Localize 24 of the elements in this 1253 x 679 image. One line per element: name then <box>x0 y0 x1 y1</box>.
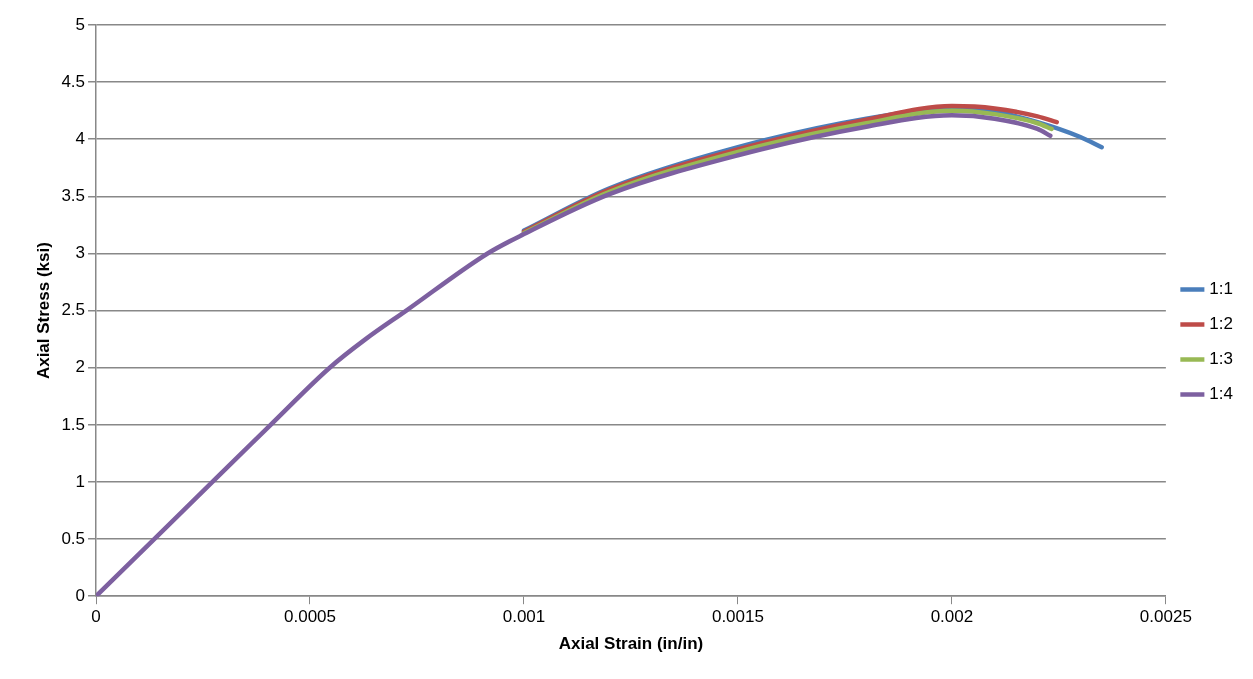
y-tick-label: 4.5 <box>61 71 86 91</box>
x-tick-label: 0.002 <box>930 607 974 627</box>
y-tick-label: 2 <box>75 357 86 377</box>
y-tick-label: 3.5 <box>61 186 86 206</box>
y-tick-label: 0.5 <box>61 528 86 548</box>
legend-label: 1:3 <box>1209 349 1234 369</box>
y-tick-label: 2.5 <box>61 300 86 320</box>
x-axis-title: Axial Strain (in/in) <box>558 634 704 654</box>
x-tick-label: 0.0015 <box>711 607 764 627</box>
legend-label: 1:2 <box>1209 314 1234 334</box>
x-tick-label: 0.0005 <box>284 607 336 627</box>
legend-label: 1:4 <box>1209 384 1234 404</box>
x-tick-label: 0 <box>91 607 101 627</box>
y-tick-label: 3 <box>75 243 86 263</box>
y-tick-label: 1 <box>75 471 86 491</box>
y-tick-label: 1.5 <box>61 414 86 434</box>
line-series <box>96 113 1053 597</box>
x-tick-label: 0.001 <box>502 607 546 627</box>
y-tick-label: 5 <box>75 14 86 34</box>
y-tick-label: 4 <box>75 128 86 148</box>
legend-label: 1:1 <box>1209 279 1234 299</box>
y-tick-label: 0 <box>75 585 86 605</box>
y-axis-title: Axial Stress (ksi) <box>33 242 53 380</box>
x-tick-label: 0.0025 <box>1139 607 1192 627</box>
